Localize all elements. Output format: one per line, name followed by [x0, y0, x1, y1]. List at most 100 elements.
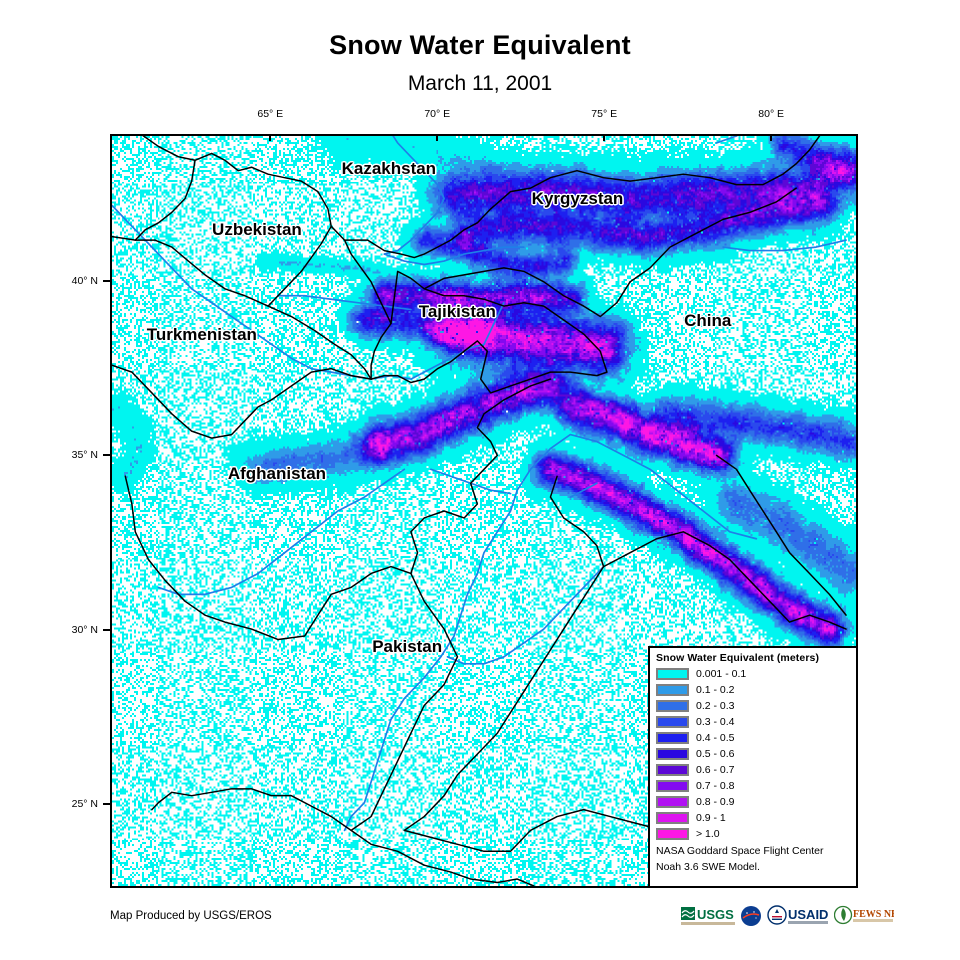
nasa-logo [740, 905, 762, 927]
country-label-china: China [684, 310, 732, 330]
legend-swatch [656, 668, 689, 680]
lat-tick [103, 803, 110, 806]
lon-tick [436, 134, 439, 141]
legend-item[interactable]: 0.5 - 0.6 [656, 746, 851, 762]
river-path [569, 482, 598, 498]
river-path [277, 294, 412, 311]
river-path [112, 204, 485, 380]
legend-label: 0.1 - 0.2 [696, 684, 735, 696]
legend-label: 0.9 - 1 [696, 812, 726, 824]
legend-item[interactable]: > 1.0 [656, 826, 851, 842]
agency-logo-bar: USGS USAID FEWS NET [681, 903, 894, 929]
country-border [423, 187, 797, 318]
legend-label: 0.4 - 0.5 [696, 732, 735, 744]
lon-tick-label: 65° E [257, 108, 284, 120]
legend-label: > 1.0 [696, 828, 720, 840]
legend-swatch [656, 764, 689, 776]
country-border [715, 454, 847, 616]
legend-item[interactable]: 0.001 - 0.1 [656, 666, 851, 682]
country-border [151, 572, 459, 832]
river-path [715, 136, 738, 144]
legend-panel[interactable]: Snow Water Equivalent (meters) 0.001 - 0… [648, 646, 858, 888]
country-border [142, 136, 821, 259]
country-label-uzbekistan: Uzbekistan [212, 219, 302, 239]
legend-swatch [656, 812, 689, 824]
usaid-logo: USAID [767, 905, 829, 927]
lon-tick-label: 70° E [424, 108, 451, 120]
country-border [403, 475, 605, 832]
legend-label: 0.6 - 0.7 [696, 764, 735, 776]
country-border [370, 270, 608, 394]
lat-tick [103, 628, 110, 631]
map-frame[interactable] [110, 134, 858, 888]
lat-tick [103, 279, 110, 282]
legend-label: 0.2 - 0.3 [696, 700, 735, 712]
country-label-kyrgyzstan: Kyrgyzstan [531, 188, 624, 208]
page-subtitle: March 11, 2001 [407, 72, 553, 95]
swe-class-patch [362, 153, 856, 640]
legend-item[interactable]: 0.4 - 0.5 [656, 730, 851, 746]
river-path [483, 301, 505, 346]
country-border [602, 531, 847, 630]
lon-tick [603, 134, 606, 141]
lat-tick [103, 454, 110, 457]
country-border [343, 239, 392, 380]
lat-tick-label: 30° N [71, 623, 98, 636]
legend-label: 0.8 - 0.9 [696, 796, 735, 808]
lat-tick-label: 35° N [71, 449, 98, 462]
river-path [157, 468, 406, 596]
river-path [722, 239, 847, 252]
legend-item[interactable]: 0.9 - 1 [656, 810, 851, 826]
legend-swatch [656, 748, 689, 760]
swe-raster-layer [112, 136, 856, 886]
lon-tick-label: 80° E [758, 108, 785, 120]
legend-item[interactable]: 0.1 - 0.2 [656, 682, 851, 698]
legend-item[interactable]: 0.6 - 0.7 [656, 762, 851, 778]
country-border [112, 364, 372, 439]
country-border [350, 829, 535, 886]
country-border [124, 378, 552, 641]
fewsnet-logo: FEWS NET [834, 905, 894, 927]
svg-text:USGS: USGS [697, 907, 734, 922]
legend-label: 0.001 - 0.1 [696, 668, 747, 680]
country-border-layer [112, 136, 847, 886]
river-path [383, 246, 525, 266]
page-title: Snow Water Equivalent [329, 30, 631, 60]
lat-tick-label: 40° N [71, 274, 98, 287]
country-border [403, 829, 532, 853]
country-border [267, 225, 332, 307]
legend-label: 0.7 - 0.8 [696, 780, 735, 792]
legend-item[interactable]: 0.3 - 0.4 [656, 714, 851, 730]
country-border [112, 235, 372, 380]
legend-swatch [656, 780, 689, 792]
river-path [383, 136, 445, 255]
legend-item[interactable]: 0.7 - 0.8 [656, 778, 851, 794]
lon-tick-label: 75° E [591, 108, 618, 120]
swe-class-patch [112, 136, 856, 886]
usgs-logo: USGS [681, 905, 735, 927]
legend-label: 0.3 - 0.4 [696, 716, 735, 728]
country-border [134, 159, 196, 241]
country-label-tajikistan: Tajikistan [418, 302, 496, 322]
legend-swatch [656, 828, 689, 840]
river-path [446, 565, 605, 665]
legend-rows: 0.001 - 0.1 0.1 - 0.2 0.2 - 0.3 0.3 - 0.4 0.… [656, 666, 851, 842]
lon-tick [770, 134, 773, 141]
legend-swatch [656, 796, 689, 808]
legend-swatch [656, 716, 689, 728]
lon-tick [269, 134, 272, 141]
legend-label: 0.5 - 0.6 [696, 748, 735, 760]
legend-swatch [656, 684, 689, 696]
country-label-kazakhstan: Kazakhstan [341, 158, 437, 178]
legend-item[interactable]: 0.8 - 0.9 [656, 794, 851, 810]
legend-title: Snow Water Equivalent (meters) [656, 652, 820, 664]
map-credit: Map Produced by USGS/EROS [110, 910, 272, 922]
legend-item[interactable]: 0.2 - 0.3 [656, 698, 851, 714]
map-canvas [112, 136, 856, 886]
svg-text:FEWS NET: FEWS NET [853, 909, 894, 920]
country-label-turkmenistan: Turkmenistan [146, 324, 257, 344]
country-label-afghanistan: Afghanistan [227, 464, 327, 484]
lat-tick-label: 25° N [71, 798, 98, 811]
svg-text:USAID: USAID [788, 907, 828, 922]
legend-footer-line1: NASA Goddard Space Flight Center [656, 845, 824, 857]
